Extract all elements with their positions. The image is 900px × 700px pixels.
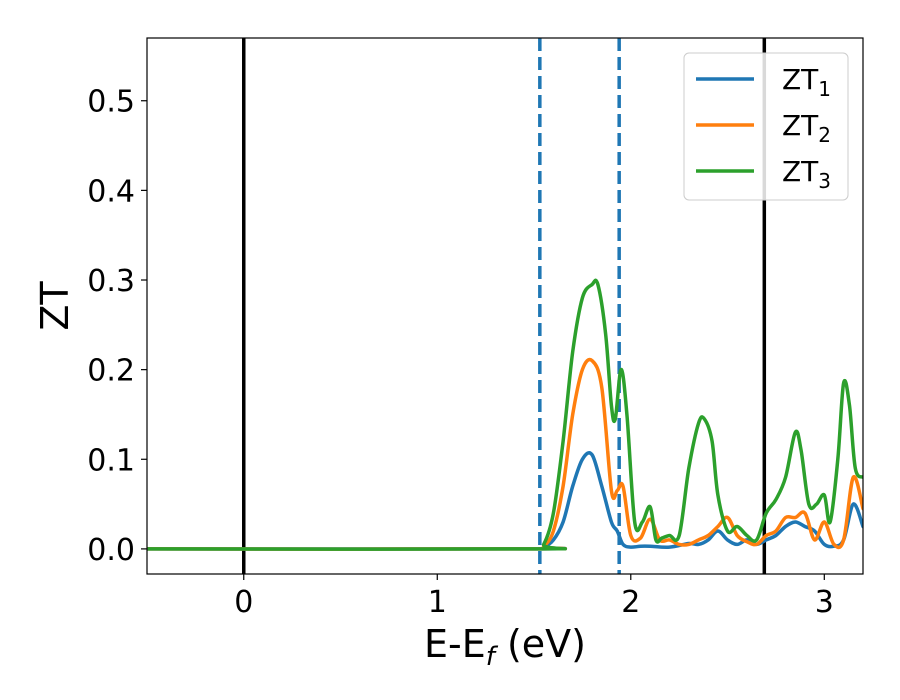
legend-entry-zt2: ZT2 [696, 109, 831, 147]
x-axis-title-main: E-E [424, 622, 486, 666]
y-tick-label: 0.5 [87, 85, 135, 120]
series-line-zt2 [147, 357, 863, 551]
y-tick-label: 0.0 [87, 533, 135, 568]
y-tick-label: 0.4 [87, 174, 135, 209]
x-tick-label: 3 [815, 585, 834, 620]
legend-entry-zt3: ZT3 [696, 155, 831, 193]
legend-label: ZT3 [782, 155, 831, 193]
y-tick-label: 0.1 [87, 443, 135, 478]
x-tick-label: 1 [428, 585, 447, 620]
x-tick-label: 2 [621, 585, 640, 620]
x-axis-title-unit: (eV) [495, 622, 586, 666]
y-axis-ticks: 0.0 0.1 0.2 0.3 0.4 0.5 [87, 85, 147, 568]
legend-box [683, 52, 849, 201]
series-line-zt3 [147, 278, 863, 551]
y-tick-label: 0.3 [87, 264, 135, 299]
plot-frame [146, 37, 864, 575]
legend-label: ZT2 [782, 109, 831, 147]
legend-entry-zt1: ZT1 [696, 63, 831, 101]
x-axis-ticks: 0 1 2 3 [234, 574, 834, 620]
x-tick-label: 0 [234, 585, 253, 620]
legend-label: ZT1 [782, 63, 831, 101]
y-axis-title: ZT [33, 281, 77, 331]
x-axis-title: E-Ef (eV) [424, 622, 586, 672]
y-tick-label: 0.2 [87, 354, 135, 389]
legend: ZT1 ZT2 ZT3 [683, 52, 849, 201]
series-lines [147, 278, 863, 551]
